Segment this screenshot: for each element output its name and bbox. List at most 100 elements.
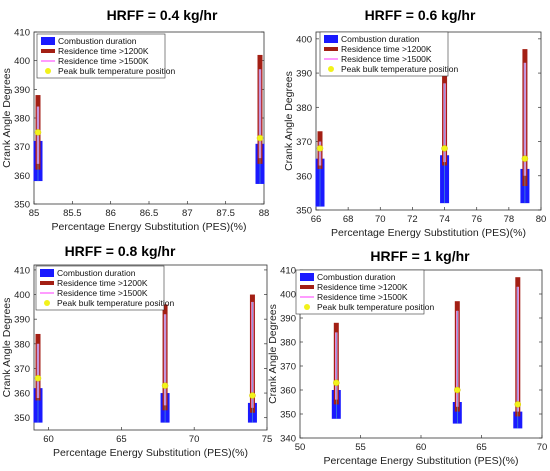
legend-swatch-res1200 — [40, 281, 54, 285]
x-tick-label: 87 — [182, 208, 193, 219]
legend-label-res1200: Residence time >1200K — [317, 282, 408, 292]
y-tick-label: 360 — [14, 389, 30, 400]
legend-swatch-combustion — [41, 37, 55, 45]
panel-3: HRFF = 0.8 kg/hr 350 360 370 380 390 400 410 60 6… — [1, 243, 272, 459]
panel-title: HRFF = 0.4 kg/hr — [107, 7, 218, 23]
legend-swatch-res1200 — [41, 49, 55, 53]
y-tick-label: 390 — [280, 314, 296, 325]
legend-swatch-combustion — [324, 35, 338, 43]
legend-swatch-res1200 — [324, 47, 338, 51]
data-point-group — [513, 277, 523, 429]
x-tick-label: 80 — [536, 214, 547, 225]
data-point-group — [255, 54, 265, 184]
peak-marker — [34, 375, 42, 382]
y-tick-label: 360 — [280, 386, 296, 397]
panel-2: HRFF = 0.6 kg/hr 350 360 370 380 390 400 66 68 70… — [283, 7, 546, 239]
y-tick-label: 350 — [296, 206, 312, 217]
x-tick-label: 88 — [259, 208, 270, 219]
x-tick-label: 60 — [416, 442, 427, 453]
legend-swatch-peak — [304, 304, 310, 310]
peak-marker — [521, 155, 529, 162]
legend-swatch-peak — [45, 68, 51, 74]
y-tick-label: 380 — [14, 339, 30, 350]
y-tick-label: 350 — [14, 200, 30, 211]
x-tick-label: 85.5 — [63, 208, 82, 219]
x-axis-label: Percentage Energy Substitution (PES)(%) — [52, 221, 247, 233]
legend-swatch-res1500 — [324, 58, 338, 60]
y-tick-label: 380 — [296, 103, 312, 114]
x-tick-label: 65 — [116, 434, 127, 445]
legend-label-peak: Peak bulk temperature position — [57, 298, 174, 308]
legend-swatch-res1200 — [300, 285, 314, 289]
legend-label-peak: Peak bulk temperature position — [58, 66, 175, 76]
legend-label-combustion: Combustion duration — [317, 272, 396, 282]
legend-swatch-combustion — [40, 269, 54, 277]
data-point-group — [440, 69, 450, 204]
data-point-group — [160, 304, 170, 423]
x-tick-label: 72 — [407, 214, 418, 225]
legend-label-res1500: Residence time >1500K — [57, 288, 148, 298]
x-tick-label: 70 — [189, 434, 200, 445]
y-tick-label: 390 — [14, 315, 30, 326]
legend-label-res1200: Residence time >1200K — [341, 44, 432, 54]
y-tick-label: 400 — [14, 56, 30, 67]
legend-label-res1500: Residence time >1500K — [341, 54, 432, 64]
legend-swatch-peak — [328, 66, 334, 72]
data-point-group — [331, 322, 341, 419]
peak-marker — [333, 379, 340, 387]
x-tick-label: 70 — [375, 214, 386, 225]
peak-marker — [316, 145, 324, 152]
x-tick-label: 86 — [105, 208, 116, 219]
peak-marker — [441, 145, 448, 152]
x-tick-label: 65 — [476, 442, 487, 453]
y-tick-label: 370 — [280, 362, 296, 373]
legend-label-res1200: Residence time >1200K — [58, 46, 149, 56]
x-tick-label: 60 — [43, 434, 54, 445]
x-tick-label: 78 — [504, 214, 515, 225]
legend-label-peak: Peak bulk temperature position — [317, 302, 434, 312]
x-tick-label: 87.5 — [216, 208, 235, 219]
panel-title: HRFF = 0.6 kg/hr — [365, 7, 476, 23]
legend-label-combustion: Combustion duration — [57, 268, 136, 278]
x-tick-label: 86.5 — [140, 208, 159, 219]
y-axis-label: Crank Angle Degrees — [267, 304, 279, 404]
y-tick-label: 370 — [296, 137, 312, 148]
legend-label-combustion: Combustion duration — [58, 36, 137, 46]
y-tick-label: 350 — [14, 413, 30, 424]
y-tick-label: 360 — [14, 171, 30, 182]
y-tick-label: 400 — [14, 290, 30, 301]
legend-swatch-peak — [44, 300, 50, 306]
x-tick-label: 76 — [471, 214, 482, 225]
x-tick-label: 75 — [262, 434, 273, 445]
y-tick-label: 360 — [296, 171, 312, 182]
peak-marker — [256, 134, 264, 142]
legend-swatch-res1500 — [41, 60, 55, 62]
legend-box — [36, 33, 166, 79]
y-tick-label: 400 — [280, 290, 296, 301]
data-point-group — [33, 333, 43, 423]
peak-marker — [454, 386, 461, 394]
data-point-group — [33, 95, 43, 182]
legend-label-res1500: Residence time >1500K — [58, 56, 149, 66]
x-tick-label: 74 — [439, 214, 450, 225]
legend-swatch-res1500 — [300, 296, 314, 298]
y-axis-label: Crank Angle Degrees — [283, 71, 295, 171]
y-tick-label: 410 — [14, 28, 30, 39]
x-tick-label: 50 — [295, 442, 306, 453]
legend-label-res1500: Residence time >1500K — [317, 292, 408, 302]
y-tick-label: 410 — [280, 266, 296, 277]
y-tick-label: 350 — [280, 410, 296, 421]
y-axis-label: Crank Angle Degrees — [1, 68, 13, 168]
peak-marker — [249, 392, 256, 399]
x-tick-label: 68 — [343, 214, 354, 225]
legend-box — [35, 265, 165, 311]
legend-label-combustion: Combustion duration — [341, 34, 420, 44]
x-axis-label: Percentage Energy Substitution (PES)(%) — [324, 455, 519, 467]
peak-marker — [34, 129, 42, 136]
y-tick-label: 390 — [296, 69, 312, 80]
y-axis-label: Crank Angle Degrees — [1, 298, 13, 398]
x-tick-label: 66 — [311, 214, 322, 225]
